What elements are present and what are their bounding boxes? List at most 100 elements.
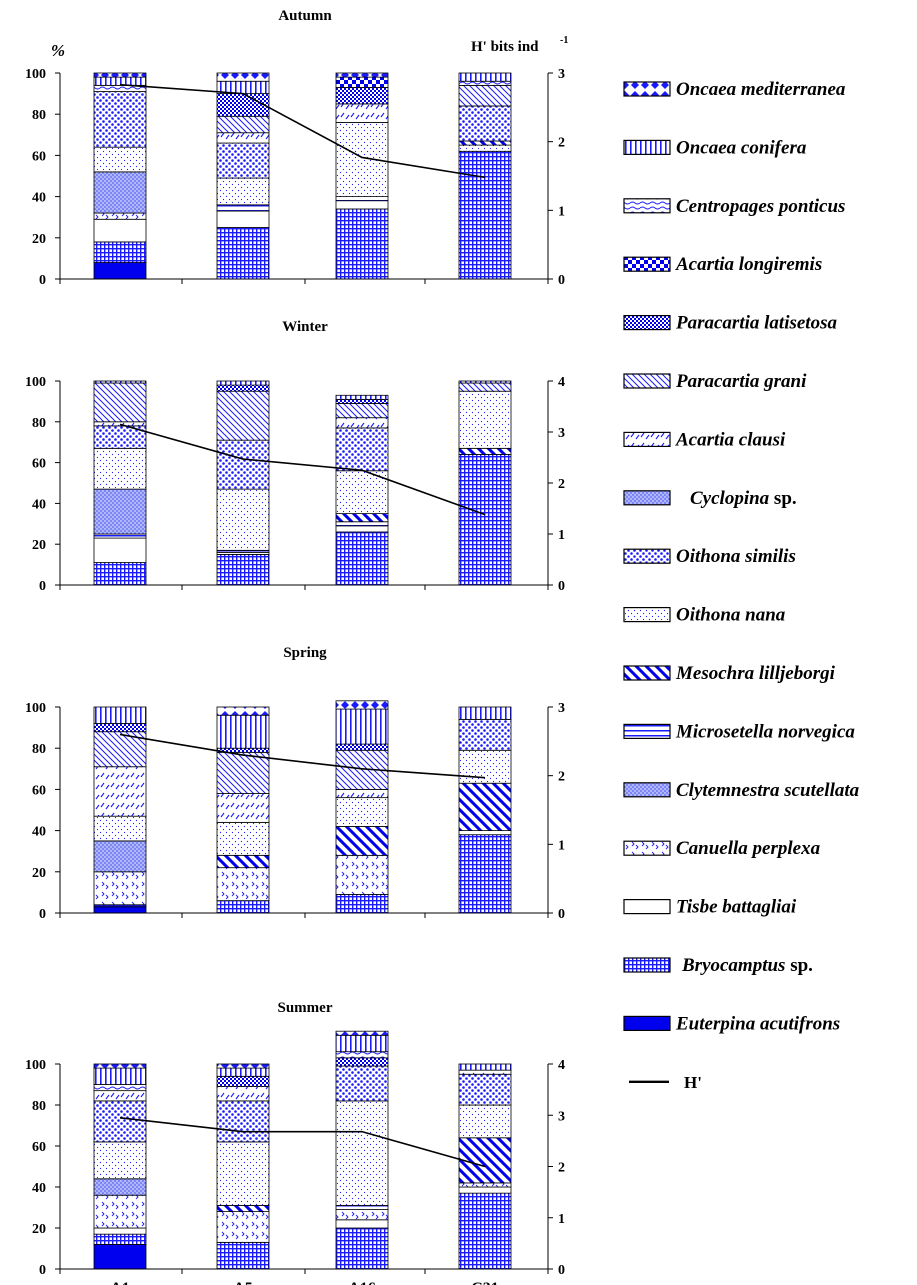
bar-segment-bryocamptus-sp-c31 [458,150,512,280]
bar-segment-paracartia-grani-a5 [216,751,270,794]
bar-segment-bryocamptus-sp-a5 [216,1241,270,1270]
y-tick-label: 100 [25,67,46,82]
y-tick-label: 80 [32,108,46,123]
bar-segment-oncaea-mediterranea-a16 [335,1030,389,1036]
legend-item-euterpina-acutifrons: Euterpina acutifrons [623,1013,840,1034]
y-tick-label: 100 [25,701,46,716]
bar-segment-oncaea-conifera-c31 [458,72,512,82]
bar-segment-bryocamptus-sp-a16 [335,208,389,280]
bar-segment-microsetella-norvegica-a5 [216,204,270,212]
bar-segment-acartia-clausi-a5 [216,1086,270,1102]
bar-segment-oithona-similis-a1 [93,1100,147,1143]
x-tick-label: A1 [110,1280,130,1285]
bar-segment-oncaea-conifera-a16 [335,394,389,400]
y-tick-label: 40 [32,1181,46,1196]
legend-item-clytemnestra-scutellata: Clytemnestra scutellata [623,780,860,801]
legend-swatch [623,315,671,331]
bar-segment-mesochra-lilljeborgi-c31 [458,140,512,146]
bar-segment-canuella-perplexa-a5 [216,1211,270,1243]
bar-segment-oncaea-conifera-a5 [216,1067,270,1077]
y-tick-label: 0 [39,273,46,288]
chart-panel-spring: Spring 0 20 40 60 80 100 0 1 2 3 [25,645,565,922]
y-tick-label: 100 [25,375,46,390]
legend-swatch [623,723,671,740]
h-prime-line-spring [119,733,486,779]
legend-item-oncaea-mediterranea: Oncaea mediterranea [623,79,846,100]
y2-tick-label: 2 [558,770,565,785]
bar-segment-euterpina-acutifrons-a1 [93,262,147,280]
x-tick-label: C31 [471,1280,499,1285]
y-tick-label: 80 [32,1099,46,1114]
bar-segment-centropages-ponticus-a16 [335,1051,389,1059]
bar-segment-canuella-perplexa-a1 [93,1194,147,1229]
y2-tick-label: 2 [558,136,565,151]
y2-tick-label: 3 [558,426,565,441]
bar-segment-clytemnestra-scutellata-a1 [93,1178,147,1196]
bar-segment-canuella-perplexa-a5 [216,867,270,902]
bar-segment-oncaea-conifera-a1 [93,380,147,384]
bar-segment-oncaea-mediterranea-a1 [93,1063,147,1069]
legend-item-h-prime: H' [629,1073,702,1092]
panel-title: Winter [282,319,328,335]
bar-segment-tisbe-battagliai-a1 [93,537,147,563]
bar-segment-oncaea-mediterranea-a5 [216,1063,270,1069]
y2-tick-label: 4 [558,375,565,390]
bar-segment-clytemnestra-scutellata-a1 [93,840,147,873]
y-tick-label: 20 [32,232,46,247]
legend-swatch [623,198,671,214]
bar-segment-oithona-similis-a16 [335,1065,389,1102]
y-tick-label: 20 [32,866,46,881]
y2-tick-label: 3 [558,1109,565,1124]
bar-segment-oithona-similis-a1 [93,91,147,148]
bar-segment-oithona-similis-a5 [216,439,270,490]
bar-segment-oithona-nana-a1 [93,1141,147,1180]
bar-segment-paracartia-grani-c31 [458,382,512,392]
y2-tick-label: 3 [558,701,565,716]
bar-segment-tisbe-battagliai-a16 [335,200,389,210]
bar-segment-oithona-nana-a1 [93,447,147,490]
y2-tick-label: 1 [558,838,565,853]
legend-label: Acartia longiremis [675,254,822,275]
bar-segment-tisbe-battagliai-a1 [93,1227,147,1235]
bar-segment-paracartia-latisetosa-a5 [216,384,270,392]
bar-segment-centropages-ponticus-c31 [458,80,512,86]
legend-swatch [623,490,671,506]
y2-tick-label: 2 [558,477,565,492]
bar-segment-mesochra-lilljeborgi-c31 [458,447,512,455]
bar-segment-mesochra-lilljeborgi-a16 [335,513,389,523]
bar-segment-oncaea-conifera-a1 [93,76,147,86]
bar-segment-acartia-clausi-c31 [458,1069,512,1075]
bar-segment-acartia-clausi-a5 [216,132,270,144]
y2-tick-label: 4 [558,1058,565,1073]
h-prime-line-winter [119,423,486,516]
bar-segment-bryocamptus-sp-a16 [335,894,389,914]
bar-segment-mesochra-lilljeborgi-a5 [216,1205,270,1212]
chart-panel-summer: Summer 0 20 40 60 80 100 0 1 2 3 4 A1 A5 A16 C31 [25,1000,565,1285]
y-tick-label: 40 [32,825,46,840]
y-axis-title-percent: % [51,41,65,60]
legend-label: Oithona nana [676,605,786,626]
bar-segment-tisbe-battagliai-a1 [93,218,147,243]
bar-segment-oithona-similis-a16 [335,427,389,472]
bar-segment-tisbe-battagliai-c31 [458,1186,512,1194]
bar-segment-bryocamptus-sp-a1 [93,562,147,586]
legend-item-bryocamptus: Bryocamptus sp. [623,955,813,976]
y-tick-label: 0 [39,1263,46,1278]
bar-segment-bryocamptus-sp-c31 [458,1192,512,1270]
legend-item-paracartia-latisetosa: Paracartia latisetosa [623,313,837,334]
x-tick-label: A16 [348,1280,376,1285]
bar-segment-bryocamptus-sp-a16 [335,531,389,586]
bar-segment-tisbe-battagliai-a16 [335,525,389,533]
legend-item-canuella-perplexa: Canuella perplexa [623,838,821,859]
bar-segment-acartia-clausi-a16 [335,103,389,123]
legend-label: Tisbe battagliai [676,897,797,918]
legend-label: Euterpina acutifrons [675,1013,840,1034]
y-tick-label: 100 [25,1058,46,1073]
legend-label: Mesochra lilljeborgi [675,663,836,684]
y2-tick-label: 0 [558,579,565,594]
legend-swatch [623,431,671,447]
bar-segment-paracartia-grani-a5 [216,115,270,134]
legend-label: Microsetella norvegica [675,721,855,742]
bar-segment-euterpina-acutifrons-a1 [93,906,147,914]
